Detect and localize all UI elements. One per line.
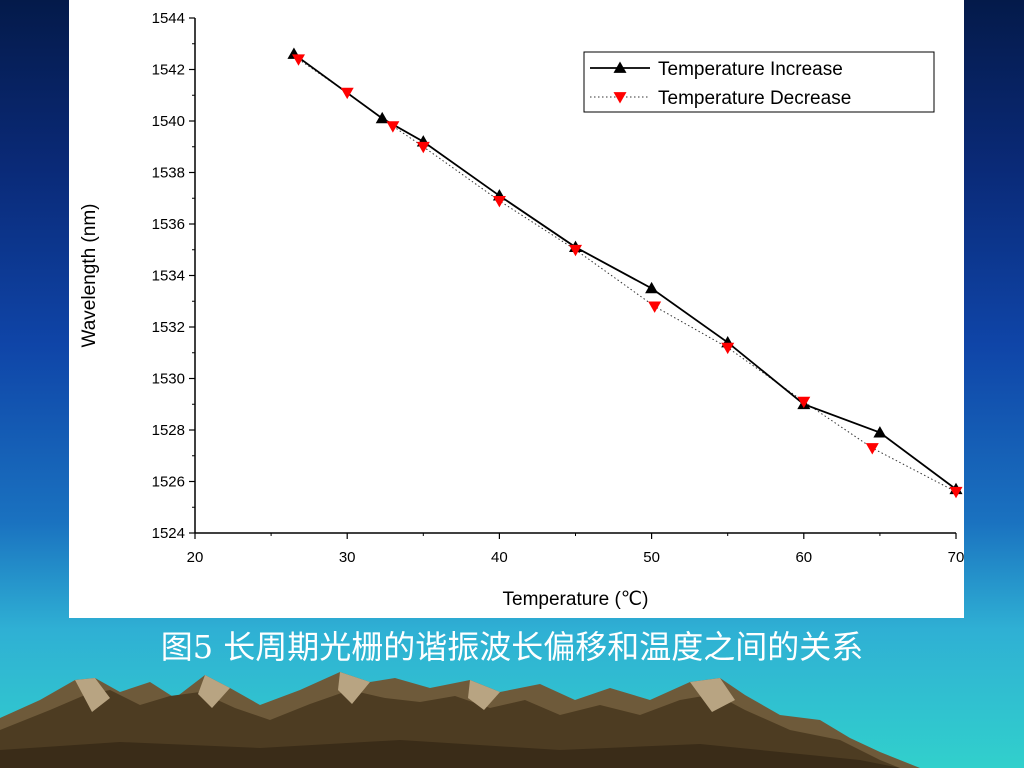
decrease-data-point bbox=[569, 244, 582, 257]
decrease-data-point bbox=[648, 301, 662, 313]
x-tick-label: 40 bbox=[491, 549, 508, 566]
x-axis-title: Temperature (℃) bbox=[503, 589, 649, 610]
legend-box bbox=[583, 51, 935, 113]
y-tick-label: 1538 bbox=[152, 165, 185, 182]
decrease-data-point bbox=[865, 443, 879, 455]
y-tick-label: 1524 bbox=[152, 525, 185, 542]
y-tick-label: 1534 bbox=[152, 268, 185, 285]
mountain-decoration bbox=[0, 672, 920, 768]
y-tick-label: 1544 bbox=[152, 10, 185, 27]
y-tick-label: 1536 bbox=[152, 216, 185, 233]
y-tick-label: 1528 bbox=[152, 422, 185, 439]
legend-label: Temperature Increase bbox=[658, 59, 843, 80]
y-axis-title: Wavelength (nm) bbox=[79, 204, 100, 348]
decrease-data-point bbox=[386, 121, 400, 133]
decrease-data-point bbox=[340, 87, 354, 100]
decrease-data-point bbox=[797, 396, 811, 409]
decrease-data-point bbox=[492, 195, 506, 208]
x-tick-label: 50 bbox=[643, 549, 660, 566]
y-tick-label: 1542 bbox=[152, 62, 185, 79]
x-tick-label: 20 bbox=[187, 549, 204, 566]
series-increase-line bbox=[293, 53, 957, 490]
legend-triangle-up-marker bbox=[613, 61, 627, 73]
y-tick-label: 1530 bbox=[152, 371, 185, 388]
y-tick-label: 1540 bbox=[152, 113, 185, 130]
x-tick-label: 60 bbox=[795, 549, 812, 566]
increase-data-point bbox=[645, 281, 659, 294]
decrease-data-point bbox=[416, 141, 430, 154]
y-tick-label: 1526 bbox=[152, 474, 185, 491]
figure-caption: 图5 长周期光栅的谐振波长偏移和温度之间的关系 bbox=[160, 628, 864, 666]
y-tick-label: 1532 bbox=[152, 319, 185, 336]
legend-label: Temperature Decrease bbox=[658, 88, 851, 109]
decrease-data-point bbox=[949, 486, 963, 499]
legend-triangle-down-marker bbox=[613, 92, 627, 104]
decrease-data-point bbox=[291, 54, 305, 66]
chart-panel: 1524 1526 1528 1530 1532 1534 1536 1538 1540 1542… bbox=[69, 0, 964, 618]
wavelength-temperature-chart: 1524 1526 1528 1530 1532 1534 1536 1538 1540 1542… bbox=[79, 10, 964, 610]
increase-data-point bbox=[873, 426, 887, 438]
increase-data-point bbox=[375, 111, 389, 124]
decrease-data-point bbox=[721, 342, 735, 355]
x-tick-label: 70 bbox=[948, 549, 964, 566]
x-tick-label: 30 bbox=[339, 549, 356, 566]
